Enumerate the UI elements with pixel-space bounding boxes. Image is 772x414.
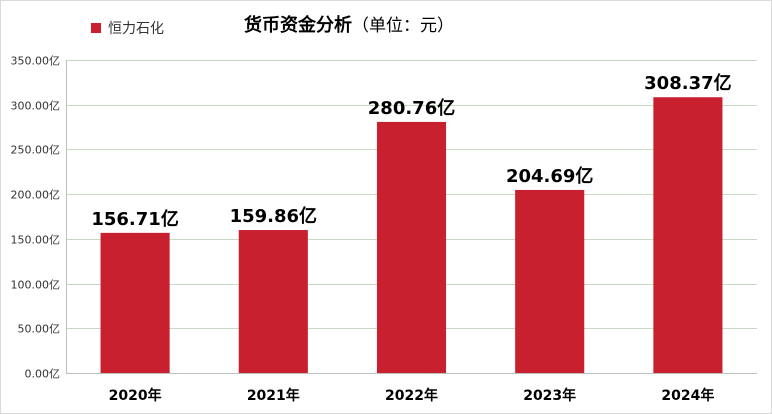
x-tick-label: 2024年 [661,387,714,404]
label-layer: 156.71亿 159.86亿 280.76亿 204.69亿 308.37亿 [91,72,731,230]
y-tick-label: 300.00亿 [11,100,61,113]
legend: 恒力石化 [91,18,164,38]
data-label: 280.76亿 [368,97,455,119]
data-label: 159.86亿 [230,205,317,227]
y-tick-label: 100.00亿 [11,279,61,292]
y-tick-label: 350.00亿 [11,55,61,68]
x-tick-label: 2022年 [385,387,438,404]
bar [100,232,170,373]
y-tick-label: 50.00亿 [18,323,61,336]
y-tick-label: 0.00亿 [25,368,61,381]
legend-swatch [91,23,101,33]
axis-layer: 0.00亿 50.00亿 100.00亿 150.00亿 200.00亿 250.00亿 3… [11,55,757,404]
chart-title-main: 货币资金分析 [244,15,352,36]
data-label: 204.69亿 [506,165,593,187]
y-tick-label: 150.00亿 [11,234,61,247]
x-tick-label: 2023年 [523,387,576,404]
bar [238,230,308,373]
bar [376,121,447,373]
data-label: 308.37亿 [644,72,731,94]
bar-layer [100,97,723,373]
x-tick-label: 2021年 [247,387,300,404]
data-label: 156.71亿 [91,208,178,230]
chart-title-unit: （单位：元） [352,16,454,36]
y-tick-label: 250.00亿 [11,144,61,157]
bar [515,189,585,373]
bar [653,97,723,373]
legend-label: 恒力石化 [108,21,164,37]
chart-title: 货币资金分析（单位：元） [244,11,454,37]
y-tick-label: 200.00亿 [11,189,61,202]
x-tick-label: 2020年 [109,387,162,404]
